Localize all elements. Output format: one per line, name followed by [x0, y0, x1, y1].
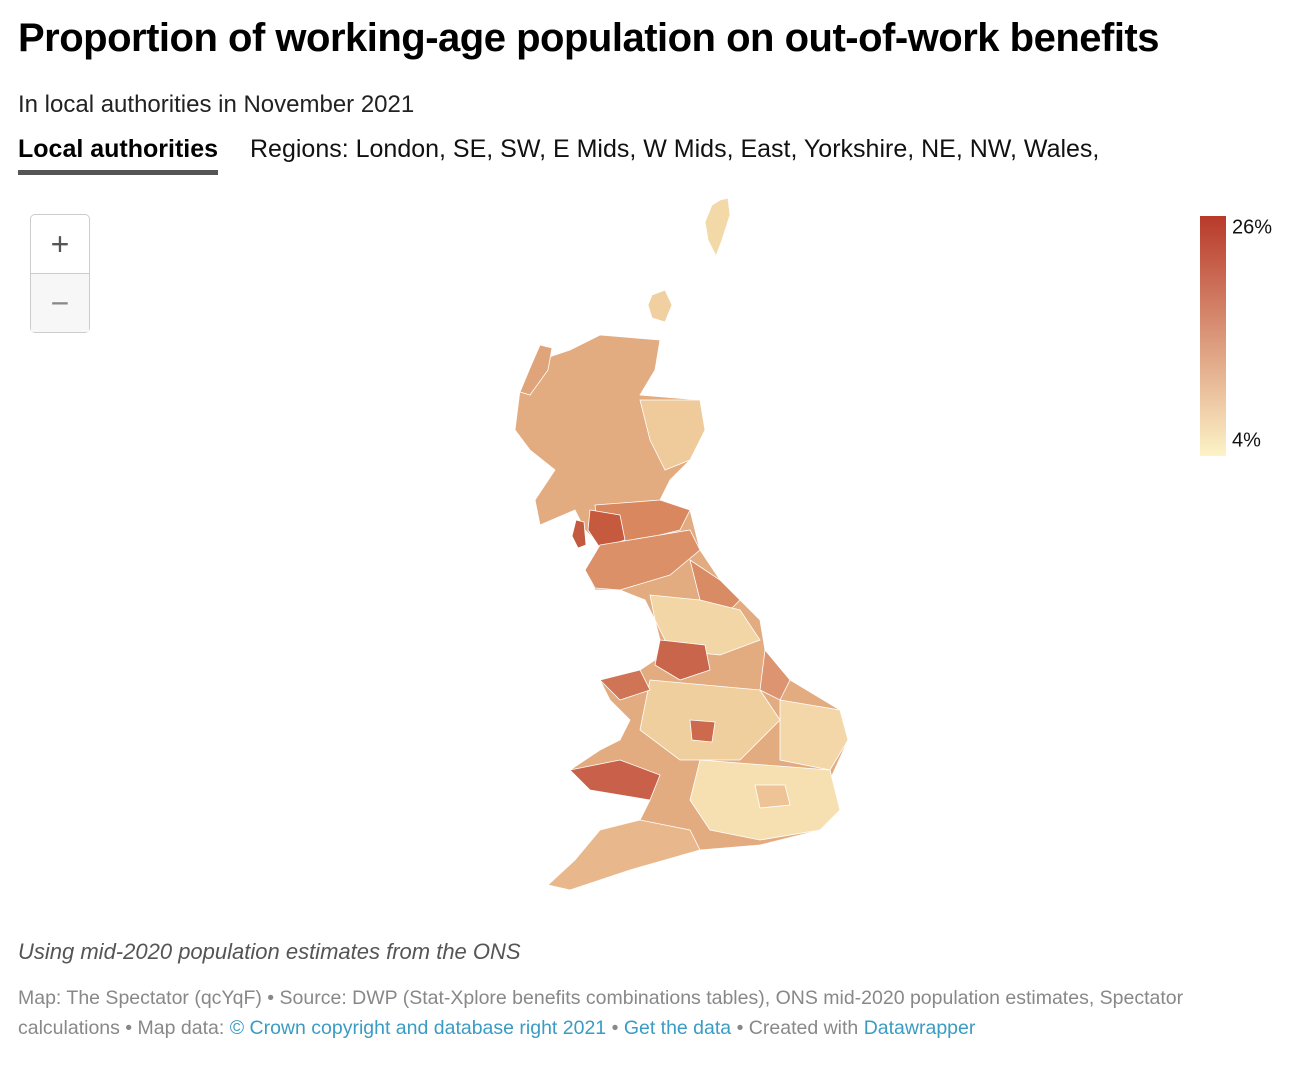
region-wales-north	[599, 669, 651, 701]
arran	[571, 519, 587, 549]
legend-label: 4%	[1232, 429, 1261, 451]
map-shapes	[514, 197, 849, 891]
western-isles	[519, 344, 553, 396]
region-southern-scotland	[584, 529, 701, 591]
footer: Map: The Spectator (qcYqF) • Source: DWP…	[18, 983, 1248, 1043]
subtitle: In local authorities in November 2021	[18, 91, 415, 118]
region-ne-scotland	[639, 399, 706, 471]
footer-text: Map: The Spectator (qcYqF) • Source: DWP…	[18, 987, 1184, 1039]
note: Using mid-2020 population estimates from…	[18, 939, 521, 964]
region-south-wales	[569, 759, 661, 801]
legend-label: 26%	[1232, 216, 1272, 238]
footer-text: • Created with	[736, 1017, 859, 1039]
region-yorkshire-dales	[649, 594, 761, 656]
region-south-west	[547, 819, 701, 891]
region-birmingham	[689, 719, 716, 743]
map: 26% 4%	[514, 197, 1272, 891]
legend-scale	[1200, 216, 1226, 456]
region-manchester	[654, 639, 711, 681]
tab-regions[interactable]: Regions: London, SE, SW, E Mids, W Mids,…	[250, 135, 1100, 163]
zoom-control: + −	[30, 214, 90, 333]
title: Proportion of working-age population on …	[18, 16, 1160, 60]
footer-link[interactable]: Get the data	[623, 1017, 732, 1039]
region-east-anglia	[779, 699, 849, 771]
region-midlands	[639, 679, 781, 761]
shetland	[704, 197, 731, 257]
footer-link[interactable]: © Crown copyright and database right 202…	[229, 1017, 607, 1039]
footer-text: •	[611, 1017, 619, 1039]
footer-link[interactable]: Datawrapper	[863, 1017, 976, 1039]
tab-local-authorities[interactable]: Local authorities	[18, 135, 219, 175]
zoom-out[interactable]: −	[31, 273, 89, 332]
zoom-in[interactable]: +	[50, 225, 70, 262]
region-london	[754, 784, 791, 809]
orkney	[647, 289, 673, 323]
